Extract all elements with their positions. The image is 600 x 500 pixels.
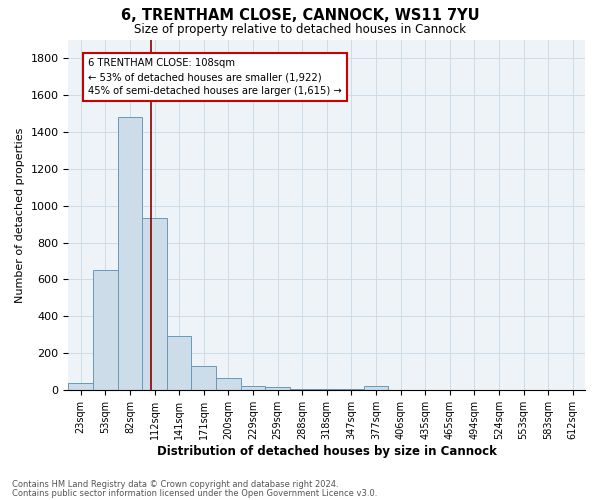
Bar: [290, 389, 314, 390]
Bar: [216, 378, 241, 390]
Text: 6, TRENTHAM CLOSE, CANNOCK, WS11 7YU: 6, TRENTHAM CLOSE, CANNOCK, WS11 7YU: [121, 8, 479, 22]
Bar: [118, 118, 142, 390]
Text: Size of property relative to detached houses in Cannock: Size of property relative to detached ho…: [134, 22, 466, 36]
Bar: [364, 386, 388, 390]
Text: Contains public sector information licensed under the Open Government Licence v3: Contains public sector information licen…: [12, 489, 377, 498]
Bar: [142, 218, 167, 390]
Bar: [265, 386, 290, 390]
Text: Contains HM Land Registry data © Crown copyright and database right 2024.: Contains HM Land Registry data © Crown c…: [12, 480, 338, 489]
Bar: [191, 366, 216, 390]
Bar: [167, 336, 191, 390]
Bar: [339, 389, 364, 390]
X-axis label: Distribution of detached houses by size in Cannock: Distribution of detached houses by size …: [157, 444, 497, 458]
Bar: [68, 384, 93, 390]
Bar: [241, 386, 265, 390]
Y-axis label: Number of detached properties: Number of detached properties: [15, 127, 25, 302]
Text: 6 TRENTHAM CLOSE: 108sqm
← 53% of detached houses are smaller (1,922)
45% of sem: 6 TRENTHAM CLOSE: 108sqm ← 53% of detach…: [88, 58, 342, 96]
Bar: [314, 389, 339, 390]
Bar: [93, 270, 118, 390]
